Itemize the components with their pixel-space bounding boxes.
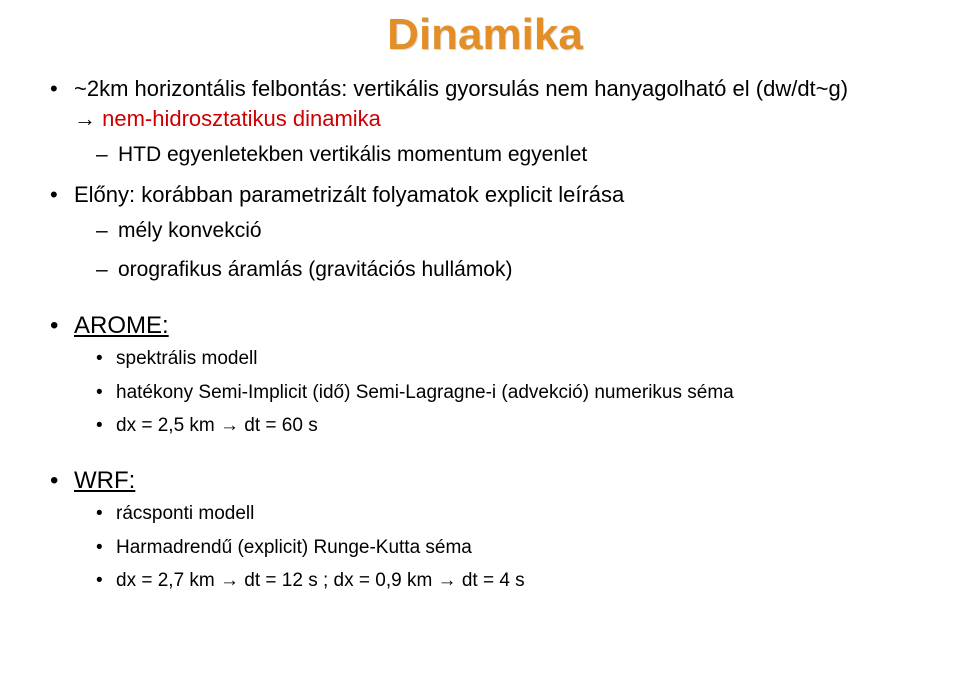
- bullet-resolution-text: ~2km horizontális felbontás: vertikális …: [74, 76, 848, 101]
- section-arome: AROME:: [50, 312, 920, 340]
- arrow-icon: →: [74, 106, 96, 131]
- dash-orographic: orografikus áramlás (gravitációs hullámo…: [96, 256, 920, 284]
- arome-item-scheme: hatékony Semi-Implicit (idő) Semi-Lagrag…: [96, 380, 920, 406]
- wrf-item-rk: Harmadrendű (explicit) Runge-Kutta séma: [96, 535, 920, 561]
- bullet-advantage-text: Előny: korábban parametrizált folyamatok…: [74, 182, 624, 207]
- bullet-resolution: ~2km horizontális felbontás: vertikális …: [50, 74, 920, 170]
- wrf-item-dx: dx = 2,7 km → dt = 12 s ; dx = 0,9 km → …: [96, 568, 920, 594]
- nonhydrostatic-text: nem-hidrosztatikus dinamika: [96, 106, 381, 131]
- section-arome-label: AROME:: [74, 312, 169, 339]
- slide-title: Dinamika: [50, 10, 920, 60]
- dash-convection: mély konvekció: [96, 217, 920, 245]
- dash-htd: HTD egyenletekben vertikális momentum eg…: [96, 141, 920, 169]
- arome-item-spectral: spektrális modell: [96, 346, 920, 372]
- wrf-item-grid: rácsponti modell: [96, 501, 920, 527]
- arome-item-dx: dx = 2,5 km → dt = 60 s: [96, 413, 920, 439]
- section-wrf-label: WRF:: [74, 467, 135, 494]
- bullet-advantage: Előny: korábban parametrizált folyamatok…: [50, 180, 920, 284]
- section-wrf: WRF:: [50, 467, 920, 495]
